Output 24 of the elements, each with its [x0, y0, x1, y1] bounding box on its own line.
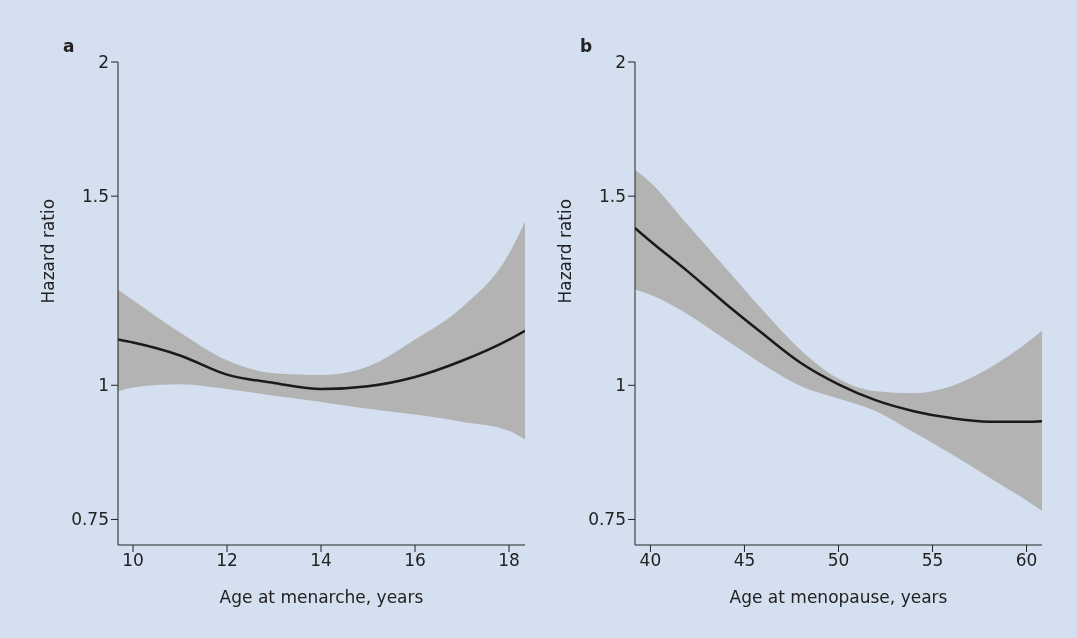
- x-tick-label: 55: [921, 550, 944, 571]
- x-tick-label: 12: [216, 550, 238, 571]
- y-tick-label: 2: [98, 52, 109, 73]
- y-tick-label: 0.75: [71, 509, 109, 530]
- x-tick-label: 50: [827, 550, 850, 571]
- x-tick-label: 60: [1015, 550, 1038, 571]
- x-tick-label: 18: [498, 550, 520, 571]
- y-axis-title: Hazard ratio: [38, 198, 59, 304]
- x-tick-label: 16: [404, 550, 426, 571]
- y-tick-label: 2: [615, 52, 626, 73]
- chart-title: b: [580, 36, 593, 56]
- y-tick-label: 1.5: [598, 186, 626, 207]
- y-axis-title: Hazard ratio: [555, 198, 576, 304]
- x-tick-label: 45: [733, 550, 756, 571]
- chart-title: a: [63, 36, 75, 56]
- y-tick-label: 0.75: [588, 509, 626, 530]
- x-axis-title: Age at menarche, years: [219, 587, 424, 607]
- y-tick-label: 1.5: [81, 186, 109, 207]
- x-tick-label: 40: [639, 550, 662, 571]
- x-tick-label: 10: [122, 550, 144, 571]
- x-axis-title: Age at menopause, years: [729, 587, 948, 607]
- y-tick-label: 1: [98, 375, 109, 396]
- x-tick-label: 14: [310, 550, 332, 571]
- y-tick-label: 1: [615, 375, 626, 396]
